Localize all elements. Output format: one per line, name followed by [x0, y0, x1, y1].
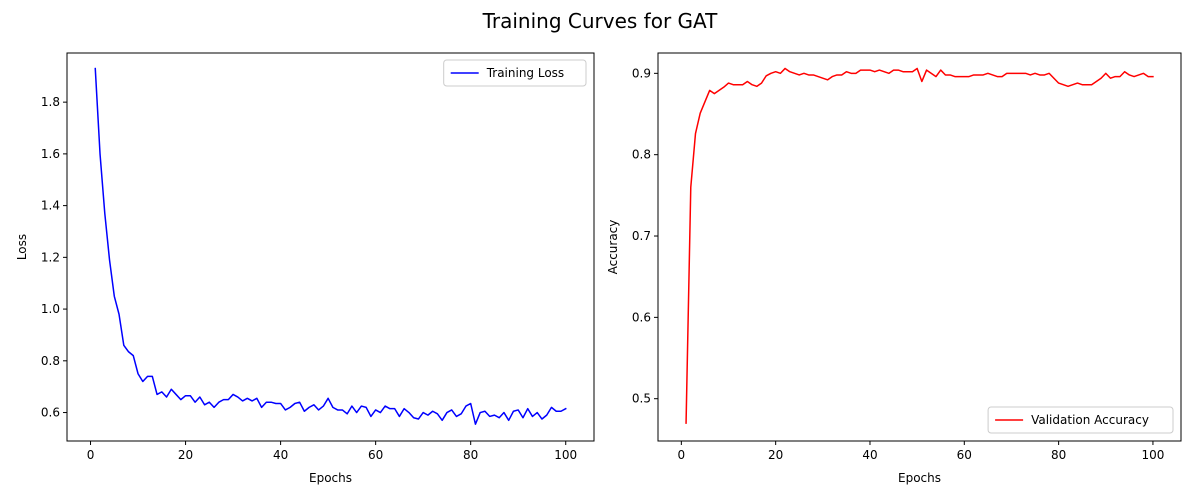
loss-x-tick-label: 60 [368, 448, 383, 462]
loss-y-tick-label: 1.8 [41, 95, 60, 109]
loss-x-tick-label: 20 [178, 448, 193, 462]
accuracy-plot-frame [657, 52, 1182, 442]
accuracy-x-tick-label: 0 [678, 448, 686, 462]
accuracy-y-tick-label: 0.5 [632, 392, 651, 406]
accuracy-y-tick-label: 0.9 [632, 66, 651, 80]
loss-x-tick-label: 40 [273, 448, 288, 462]
loss-y-tick-label: 1.6 [41, 147, 60, 161]
loss-y-tick-label: 0.8 [41, 354, 60, 368]
accuracy-series-line [685, 67, 1154, 424]
loss-x-tick-label: 100 [554, 448, 577, 462]
loss-y-tick-label: 0.6 [41, 406, 60, 420]
loss-y-tick-label: 1.2 [41, 250, 60, 264]
accuracy-legend [987, 406, 1174, 434]
accuracy-x-tick-label: 20 [768, 448, 783, 462]
accuracy-x-axis-label: Epochs [898, 471, 941, 485]
loss-x-tick-label: 80 [463, 448, 478, 462]
loss-y-axis-label: Loss [15, 234, 29, 260]
loss-x-tick-label: 0 [87, 448, 95, 462]
loss-x-axis-label: Epochs [309, 471, 352, 485]
accuracy-x-tick-label: 40 [862, 448, 877, 462]
loss-legend-label: Training Loss [486, 66, 564, 80]
figure-title: Training Curves for GAT [482, 9, 719, 33]
accuracy-legend-label: Validation Accuracy [1031, 413, 1149, 427]
accuracy-x-tick-label: 60 [957, 448, 972, 462]
accuracy-y-tick-label: 0.8 [632, 148, 651, 162]
loss-legend [443, 59, 587, 87]
loss-series-line [94, 67, 567, 425]
accuracy-y-tick-label: 0.6 [632, 310, 651, 324]
accuracy-x-tick-label: 100 [1141, 448, 1164, 462]
accuracy-chart: 0 20 40 60 80 100 0.5 0.6 0.7 0.8 0.9 Epochs Accurac… [606, 52, 1182, 485]
accuracy-y-tick-label: 0.7 [632, 229, 651, 243]
loss-plot-frame [66, 52, 595, 442]
accuracy-y-axis-label: Accuracy [606, 220, 620, 275]
loss-chart: 0 20 40 60 80 100 0.6 0.8 1.0 1.2 1.4 1.6 1.8 Epochs L… [15, 52, 595, 485]
loss-y-tick-label: 1.0 [41, 302, 60, 316]
accuracy-x-tick-label: 80 [1051, 448, 1066, 462]
loss-y-tick-label: 1.4 [41, 199, 60, 213]
